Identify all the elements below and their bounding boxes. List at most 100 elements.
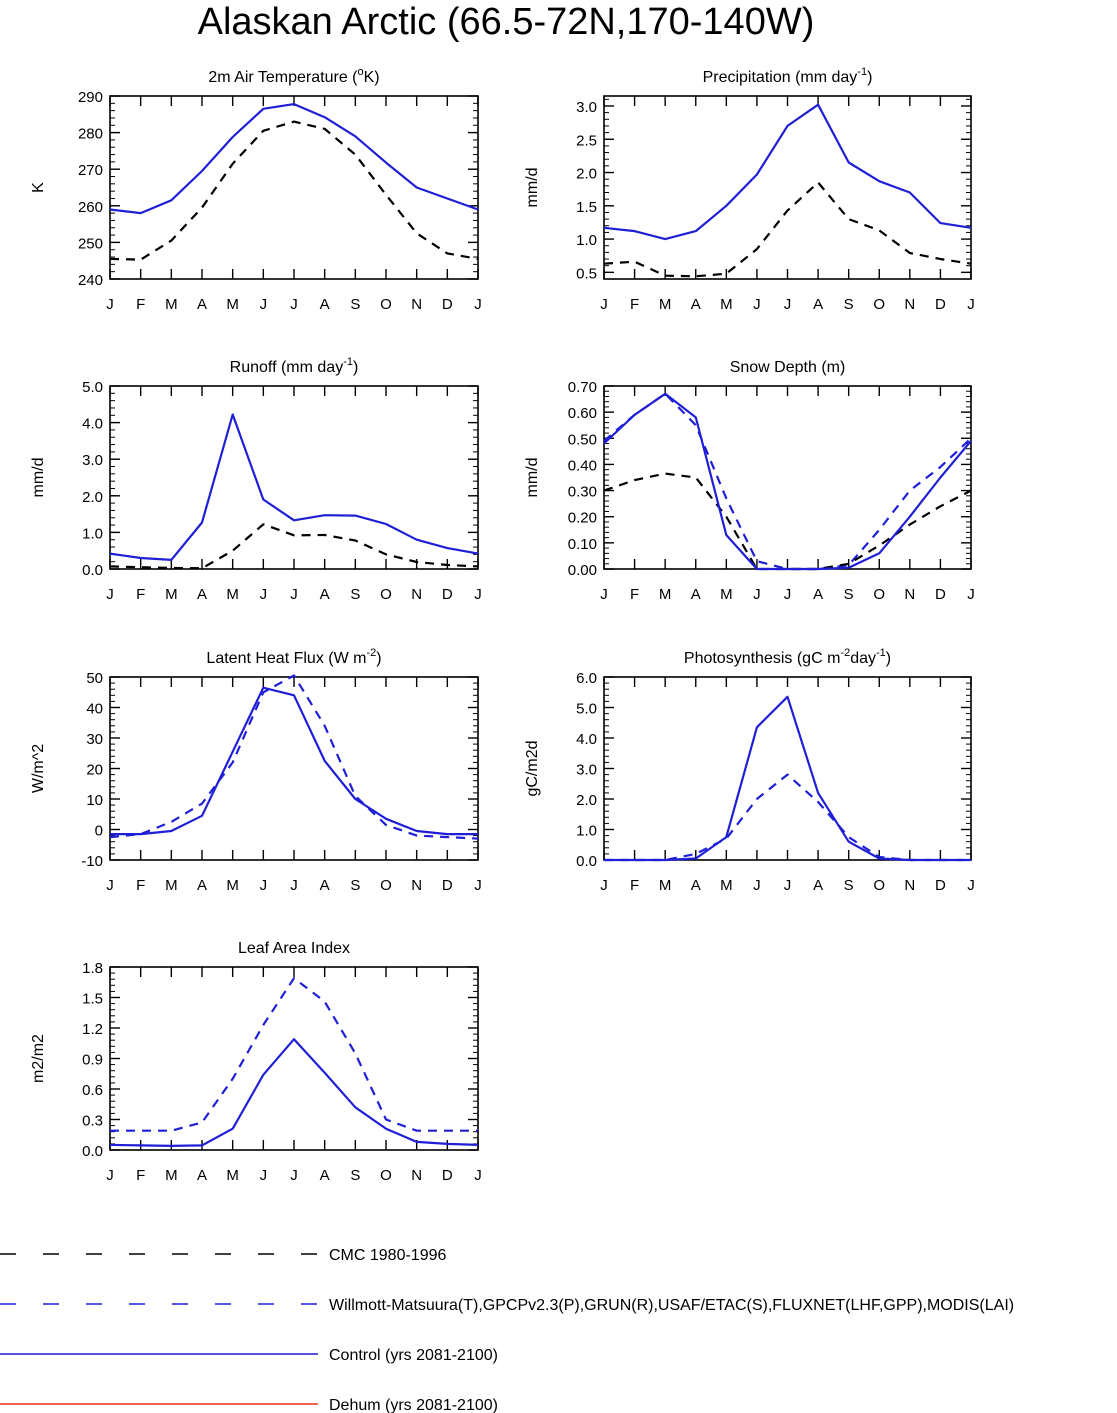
y-tick-label: 4.0 [576,731,597,748]
y-tick-label: 2.5 [576,132,597,149]
x-tick-label: F [136,586,145,603]
series-line-obs [604,773,971,862]
x-tick-label: N [904,296,915,313]
x-tick-label: D [935,296,946,313]
x-tick-label: A [197,1167,207,1184]
x-tick-label: J [106,586,114,603]
x-tick-label: J [600,586,608,603]
y-axis-label: W/m^2 [30,744,47,793]
series-line-obs [109,674,479,840]
x-tick-label: O [380,586,392,603]
y-tick-label: 0.6 [82,1082,103,1099]
x-tick-label: M [720,296,733,313]
series-line-control [109,413,479,562]
series-line-cmc [603,181,972,278]
x-tick-label: J [260,586,268,603]
chart-runoff: J F M A M J J A S O N D J0.01.02.03.04.05.0mm/dRunof… [30,356,482,603]
x-tick-label: D [935,586,946,603]
x-tick-label: A [320,296,330,313]
chart-precipitation: J F M A M J J A S O N D J0.51.01.52.02.53.0mm/dPreci… [524,66,975,313]
legend-label-dehum: Dehum (yrs 2081-2100) [329,1397,498,1413]
x-tick-label: S [350,877,360,894]
x-tick-label: N [411,1167,422,1184]
x-tick-label: D [442,296,453,313]
x-tick-label: D [935,877,946,894]
y-tick-label: 0.40 [568,457,597,474]
x-tick-label: F [136,877,145,894]
chart-title: Photosynthesis (gC m-2day-1) [684,647,891,667]
y-tick-label: 0.9 [82,1052,103,1069]
y-tick-label: 20 [86,762,103,779]
y-tick-label: 1.0 [576,232,597,249]
x-tick-label: J [600,296,608,313]
x-tick-label: S [844,586,854,603]
x-tick-label: M [659,586,672,603]
x-tick-label: M [226,586,239,603]
x-tick-label: J [260,877,268,894]
y-tick-label: 1.5 [82,991,103,1008]
y-tick-label: 0.5 [576,265,597,282]
y-axis-label: mm/d [524,168,541,208]
y-tick-label: 2.0 [576,166,597,183]
x-tick-label: M [226,1167,239,1184]
x-tick-label: J [967,586,975,603]
x-tick-label: A [320,1167,330,1184]
x-tick-label: M [659,877,672,894]
plot-frame [109,95,479,280]
x-tick-label: F [136,296,145,313]
y-tick-label: 30 [86,731,103,748]
y-tick-label: 260 [78,199,103,216]
x-tick-label: A [197,877,207,894]
x-tick-label: D [442,877,453,894]
x-tick-label: J [474,296,482,313]
series-line-control [603,103,972,241]
chart-title: Precipitation (mm day-1) [703,66,873,86]
x-tick-label: M [165,1167,178,1184]
x-tick-label: A [691,586,701,603]
x-tick-label: J [290,296,298,313]
y-tick-label: -10 [81,853,103,870]
y-tick-label: 50 [86,670,103,687]
y-tick-label: 2.0 [82,489,103,506]
x-tick-label: J [474,877,482,894]
y-tick-label: 240 [78,272,103,289]
y-tick-label: 1.5 [576,199,597,216]
y-tick-label: 0.0 [82,562,103,579]
x-tick-label: A [320,877,330,894]
x-tick-label: J [753,586,761,603]
y-tick-label: 1.8 [82,960,103,977]
x-tick-label: J [784,877,792,894]
y-tick-label: 1.2 [82,1021,103,1038]
x-tick-label: S [350,296,360,313]
y-tick-label: 0.30 [568,484,597,501]
x-tick-label: A [813,586,823,603]
chart-title: Snow Depth (m) [730,359,846,376]
x-tick-label: O [873,296,885,313]
x-tick-label: A [320,586,330,603]
x-tick-label: J [474,586,482,603]
series-line-control [109,1038,479,1148]
y-tick-label: 0.70 [568,379,597,396]
x-tick-label: S [350,1167,360,1184]
legend: CMC 1980-1996 Willmott-Matsuura(T),GPCPv2… [0,1247,1014,1413]
x-tick-label: F [630,296,639,313]
series-line-control [110,686,478,836]
chart-title: Leaf Area Index [238,940,350,957]
chart-leaf-area-index: J F M A M J J A S O N D J0.00.30.60.91.21.51.8m2/m2L… [30,940,482,1184]
x-tick-label: A [691,296,701,313]
y-axis-label: m2/m2 [30,1034,47,1083]
y-tick-label: 270 [78,162,103,179]
y-tick-label: 3.0 [576,99,597,116]
x-tick-label: N [411,877,422,894]
x-tick-label: O [380,877,392,894]
x-tick-label: F [630,877,639,894]
x-tick-label: M [165,296,178,313]
x-tick-label: J [753,877,761,894]
series-line-control [603,392,972,571]
x-tick-label: O [380,1167,392,1184]
legend-label-control: Control (yrs 2081-2100) [329,1347,498,1364]
y-axis-label: K [30,182,47,193]
y-tick-label: 3.0 [82,452,103,469]
plot-frame [603,676,972,861]
